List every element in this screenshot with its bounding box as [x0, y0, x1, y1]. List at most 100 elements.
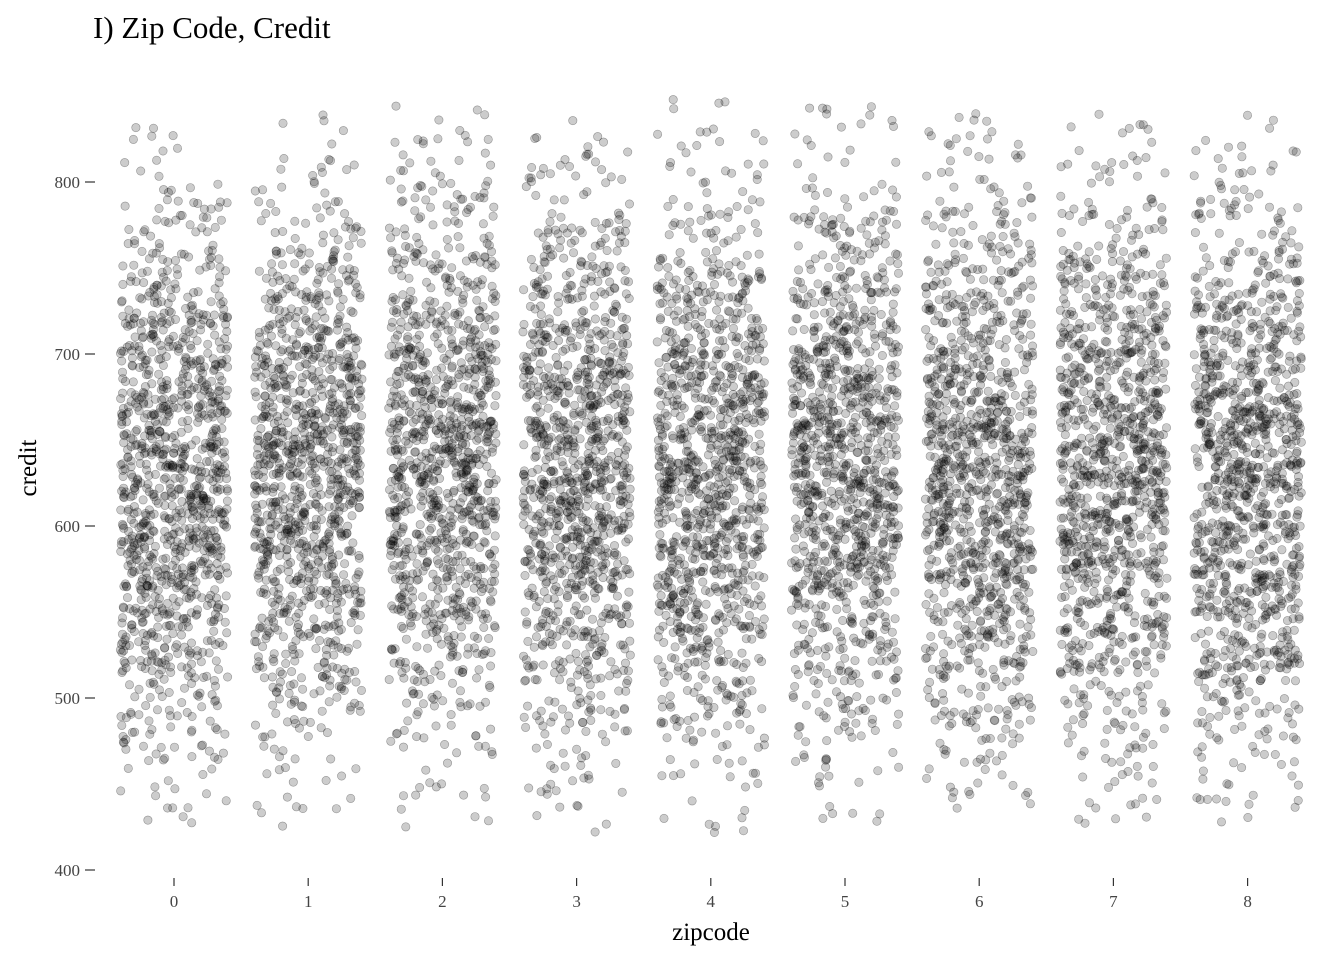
- data-point: [192, 646, 202, 656]
- data-point: [131, 426, 141, 436]
- data-point: [159, 474, 169, 484]
- data-point: [192, 609, 202, 619]
- data-point: [540, 556, 550, 566]
- data-point: [568, 248, 578, 258]
- data-point: [214, 202, 224, 212]
- data-point: [118, 629, 128, 639]
- data-point: [207, 376, 217, 386]
- data-point: [428, 186, 438, 196]
- data-point: [175, 551, 185, 561]
- data-point: [431, 250, 441, 260]
- data-point: [487, 747, 497, 757]
- data-point: [455, 432, 465, 442]
- data-point: [384, 675, 394, 685]
- data-point: [601, 219, 611, 229]
- data-point: [146, 231, 156, 241]
- data-point: [347, 511, 357, 521]
- data-point: [185, 183, 195, 193]
- data-point: [187, 317, 197, 327]
- data-point: [332, 692, 342, 702]
- data-point: [464, 352, 474, 362]
- data-point: [148, 310, 158, 320]
- data-point: [146, 656, 156, 666]
- data-point: [410, 193, 420, 203]
- data-point: [179, 249, 189, 259]
- data-point: [319, 657, 329, 667]
- data-point: [135, 533, 145, 543]
- data-point: [222, 522, 232, 532]
- data-point: [163, 803, 173, 813]
- data-point: [144, 556, 154, 566]
- data-point: [210, 696, 220, 706]
- data-point: [159, 534, 169, 544]
- data-point: [269, 372, 279, 382]
- data-point: [322, 354, 332, 364]
- data-point: [708, 124, 718, 134]
- data-point: [533, 366, 543, 376]
- data-point: [136, 537, 146, 547]
- data-point: [187, 752, 197, 762]
- data-point: [168, 629, 178, 639]
- data-point: [143, 815, 153, 825]
- data-point: [565, 280, 575, 290]
- data-point: [558, 667, 568, 677]
- data-point: [256, 587, 266, 597]
- data-point: [213, 396, 223, 406]
- data-point: [189, 490, 199, 500]
- data-point: [543, 403, 553, 413]
- data-point: [579, 564, 589, 574]
- data-point: [211, 656, 221, 666]
- data-point: [470, 191, 480, 201]
- data-point: [326, 273, 336, 283]
- data-point: [150, 394, 160, 404]
- data-point: [330, 502, 340, 512]
- data-point: [198, 557, 208, 567]
- data-point: [214, 474, 224, 484]
- data-point: [519, 712, 529, 722]
- data-point: [445, 349, 455, 359]
- data-point: [147, 725, 157, 735]
- data-point: [531, 347, 541, 357]
- data-point: [154, 171, 164, 181]
- data-point: [321, 775, 331, 785]
- data-point: [669, 104, 679, 114]
- data-point: [184, 593, 194, 603]
- data-point: [709, 426, 719, 436]
- data-point: [728, 323, 738, 333]
- data-point: [551, 534, 561, 544]
- data-point: [162, 539, 172, 549]
- data-point: [186, 493, 196, 503]
- data-point: [166, 667, 176, 677]
- data-point: [550, 451, 560, 461]
- data-point: [200, 533, 210, 543]
- data-point: [159, 674, 169, 684]
- data-point: [486, 661, 496, 671]
- data-point: [438, 563, 448, 573]
- data-point: [452, 190, 462, 200]
- data-point: [198, 310, 208, 320]
- data-point: [606, 473, 616, 483]
- data-point: [338, 430, 348, 440]
- data-point: [582, 367, 592, 377]
- data-point: [215, 574, 225, 584]
- data-point: [446, 505, 456, 515]
- data-point: [591, 263, 601, 273]
- data-point: [316, 384, 326, 394]
- data-point: [355, 706, 365, 716]
- data-point: [442, 235, 452, 245]
- data-point: [582, 670, 592, 680]
- data-point: [559, 565, 569, 575]
- data-point: [265, 628, 275, 638]
- data-point: [136, 352, 146, 362]
- data-point: [716, 405, 726, 415]
- data-point: [144, 487, 154, 497]
- data-point: [215, 385, 225, 395]
- data-point: [119, 537, 129, 547]
- data-point: [117, 409, 127, 419]
- data-point: [192, 481, 202, 491]
- data-point: [282, 545, 292, 555]
- data-point: [119, 523, 129, 533]
- data-point: [156, 354, 166, 364]
- data-point: [553, 360, 563, 370]
- data-point: [298, 702, 308, 712]
